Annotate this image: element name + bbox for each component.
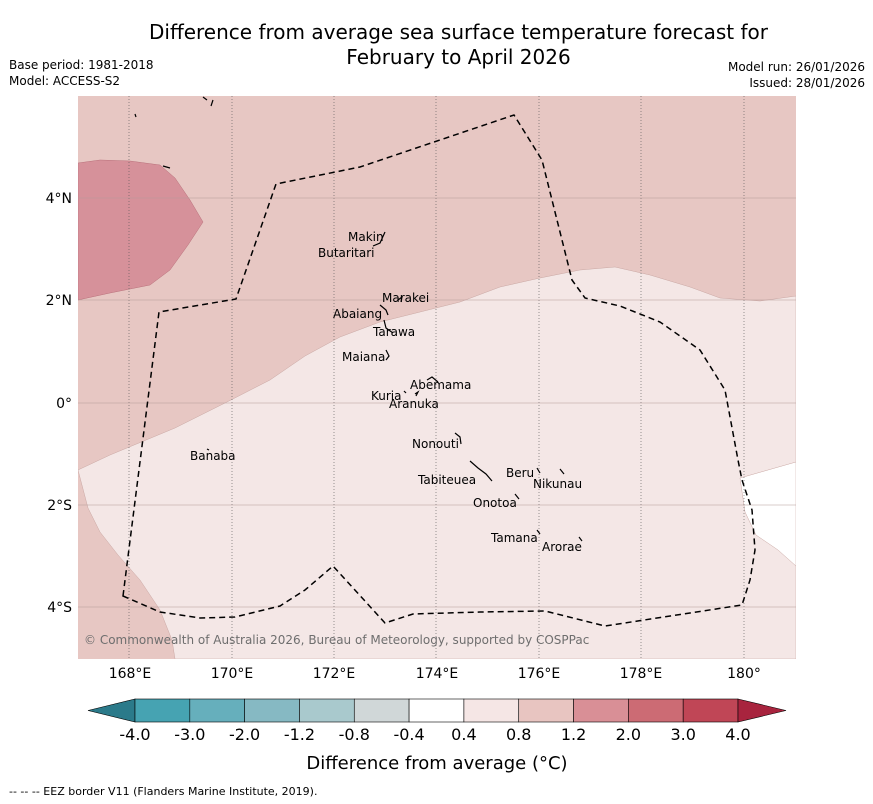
colorbar-tick-label: -1.2: [284, 725, 315, 744]
x-tick-168e: 168°E: [109, 666, 152, 682]
island-marakei-shape: [397, 295, 403, 303]
island-aranuka-shape: [414, 390, 420, 397]
label-maiana: Maiana: [342, 350, 385, 364]
label-arorae: Arorae: [542, 540, 582, 554]
colorbar-tick-label: 0.4: [451, 725, 476, 744]
x-tick-170e: 170°E: [211, 666, 254, 682]
label-abemama: Abemama: [410, 378, 471, 392]
island-nikunau-shape: [559, 468, 565, 475]
copyright: © Commonwealth of Australia 2026, Bureau…: [84, 633, 589, 647]
colorbar-bin: [189, 698, 245, 723]
colorbar-tick-label: 4.0: [725, 725, 750, 744]
colorbar-bin: [463, 698, 520, 723]
x-tick-176e: 176°E: [518, 666, 561, 682]
y-tick-2s: 2°S: [47, 498, 72, 514]
x-tick-174e: 174°E: [416, 666, 459, 682]
label-onotoa: Onotoa: [473, 496, 517, 510]
colorbar-tick-label: 1.2: [561, 725, 586, 744]
label-banaba: Banaba: [190, 449, 236, 463]
island-kuria-shape: [403, 390, 407, 394]
meta-left: Base period: 1981-2018 Model: ACCESS-S2: [9, 57, 154, 89]
meta-right: Model run: 26/01/2026 Issued: 28/01/2026: [728, 59, 865, 91]
eez-border: [122, 114, 756, 627]
islands: [134, 96, 583, 542]
island-abemama-shape: [426, 376, 439, 383]
colorbar-bin: [518, 698, 574, 723]
colorbar-bin: [299, 698, 355, 723]
colorbar-tick-label: 3.0: [670, 725, 695, 744]
label-abaiang: Abaiang: [333, 307, 382, 321]
label-makin: Makin: [348, 230, 384, 244]
colorbar-tick-label: 2.0: [616, 725, 641, 744]
title-line-2: February to April 2026: [346, 45, 571, 69]
issued-date: Issued: 28/01/2026: [749, 76, 865, 90]
colorbar-tick-label: -4.0: [119, 725, 150, 744]
island-tamana-shape: [536, 529, 541, 535]
x-tick-172e: 172°E: [313, 666, 356, 682]
page-title: Difference from average sea surface temp…: [0, 20, 873, 70]
y-tick-4s: 4°S: [47, 600, 72, 616]
anomaly-0.4-0.8: [78, 266, 796, 659]
colorbar-bin: [353, 698, 410, 723]
footer-note: -- -- -- EEZ border V11 (Flanders Marine…: [9, 785, 318, 798]
title-line-1: Difference from average sea surface temp…: [148, 20, 768, 44]
anomaly-1.2-2.0: [78, 159, 204, 301]
model-name: Model: ACCESS-S2: [9, 74, 121, 88]
y-tick-0: 0°: [56, 396, 72, 412]
colorbar-bin: [408, 698, 465, 723]
label-beru: Beru: [506, 466, 534, 480]
island-labels: Makin Butaritari Marakei Abaiang Tarawa …: [190, 230, 582, 554]
label-nikunau: Nikunau: [533, 477, 582, 491]
y-tick-4n: 4°N: [46, 191, 72, 207]
label-tamana: Tamana: [490, 531, 538, 545]
model-run: Model run: 26/01/2026: [727, 60, 865, 74]
colorbar-title: Difference from average (°C): [306, 753, 567, 774]
label-nonouti: Nonouti: [412, 437, 459, 451]
colorbar-tick-label: -0.4: [393, 725, 424, 744]
base-period: Base period: 1981-2018: [9, 58, 154, 72]
colorbar-tick-label: -3.0: [174, 725, 205, 744]
colorbar-bin: [682, 698, 739, 723]
colorbar-bin: [573, 698, 629, 723]
colorbar-bin: [134, 698, 191, 723]
colorbar-tick-label: 0.8: [506, 725, 531, 744]
island-abaiang-shape: [379, 304, 389, 316]
island-north-islet-shape: [134, 96, 214, 169]
colorbar: [87, 698, 787, 723]
y-axis-ticks: 4°N 2°N 0° 2°S 4°S: [46, 191, 73, 616]
island-maiana-shape: [385, 349, 390, 361]
y-tick-2n: 2°N: [46, 293, 72, 309]
colorbar-extend-low: [87, 698, 136, 723]
anomaly-near-zero: [739, 461, 796, 567]
colorbar-extend-high: [737, 698, 787, 723]
island-onotoa-shape: [514, 493, 520, 500]
x-tick-178e: 178°E: [620, 666, 663, 682]
label-marakei: Marakei: [382, 291, 429, 305]
map-area: Makin Butaritari Marakei Abaiang Tarawa …: [78, 96, 796, 659]
label-aranuka: Aranuka: [389, 397, 439, 411]
x-tick-180: 180°: [727, 666, 761, 682]
island-arorae-shape: [578, 536, 583, 542]
island-nonouti-shape: [454, 432, 462, 445]
colorbar-bin: [244, 698, 300, 723]
label-butaritari: Butaritari: [318, 246, 375, 260]
label-tabiteuea: Tabiteuea: [417, 473, 476, 487]
label-tarawa: Tarawa: [372, 325, 415, 339]
colorbar-labels: -4.0 -3.0 -2.0 -1.2 -0.8 -0.4 0.4 0.8 1.2 2.0 3.0 4…: [119, 725, 750, 744]
x-axis-ticks: 168°E 170°E 172°E 174°E 176°E 178°E 180°: [109, 666, 761, 682]
island-banaba-shape: [206, 448, 210, 451]
graticule: [78, 96, 796, 659]
island-makin-shape: [372, 231, 386, 247]
colorbar-tick-label: -0.8: [339, 725, 370, 744]
colorbar-bin: [628, 698, 684, 723]
island-tarawa-shape: [383, 319, 394, 334]
island-beru-shape: [536, 467, 541, 474]
island-tabiteuea-shape: [469, 460, 493, 482]
label-kuria: Kuria: [371, 389, 402, 403]
colorbar-tick-label: -2.0: [229, 725, 260, 744]
